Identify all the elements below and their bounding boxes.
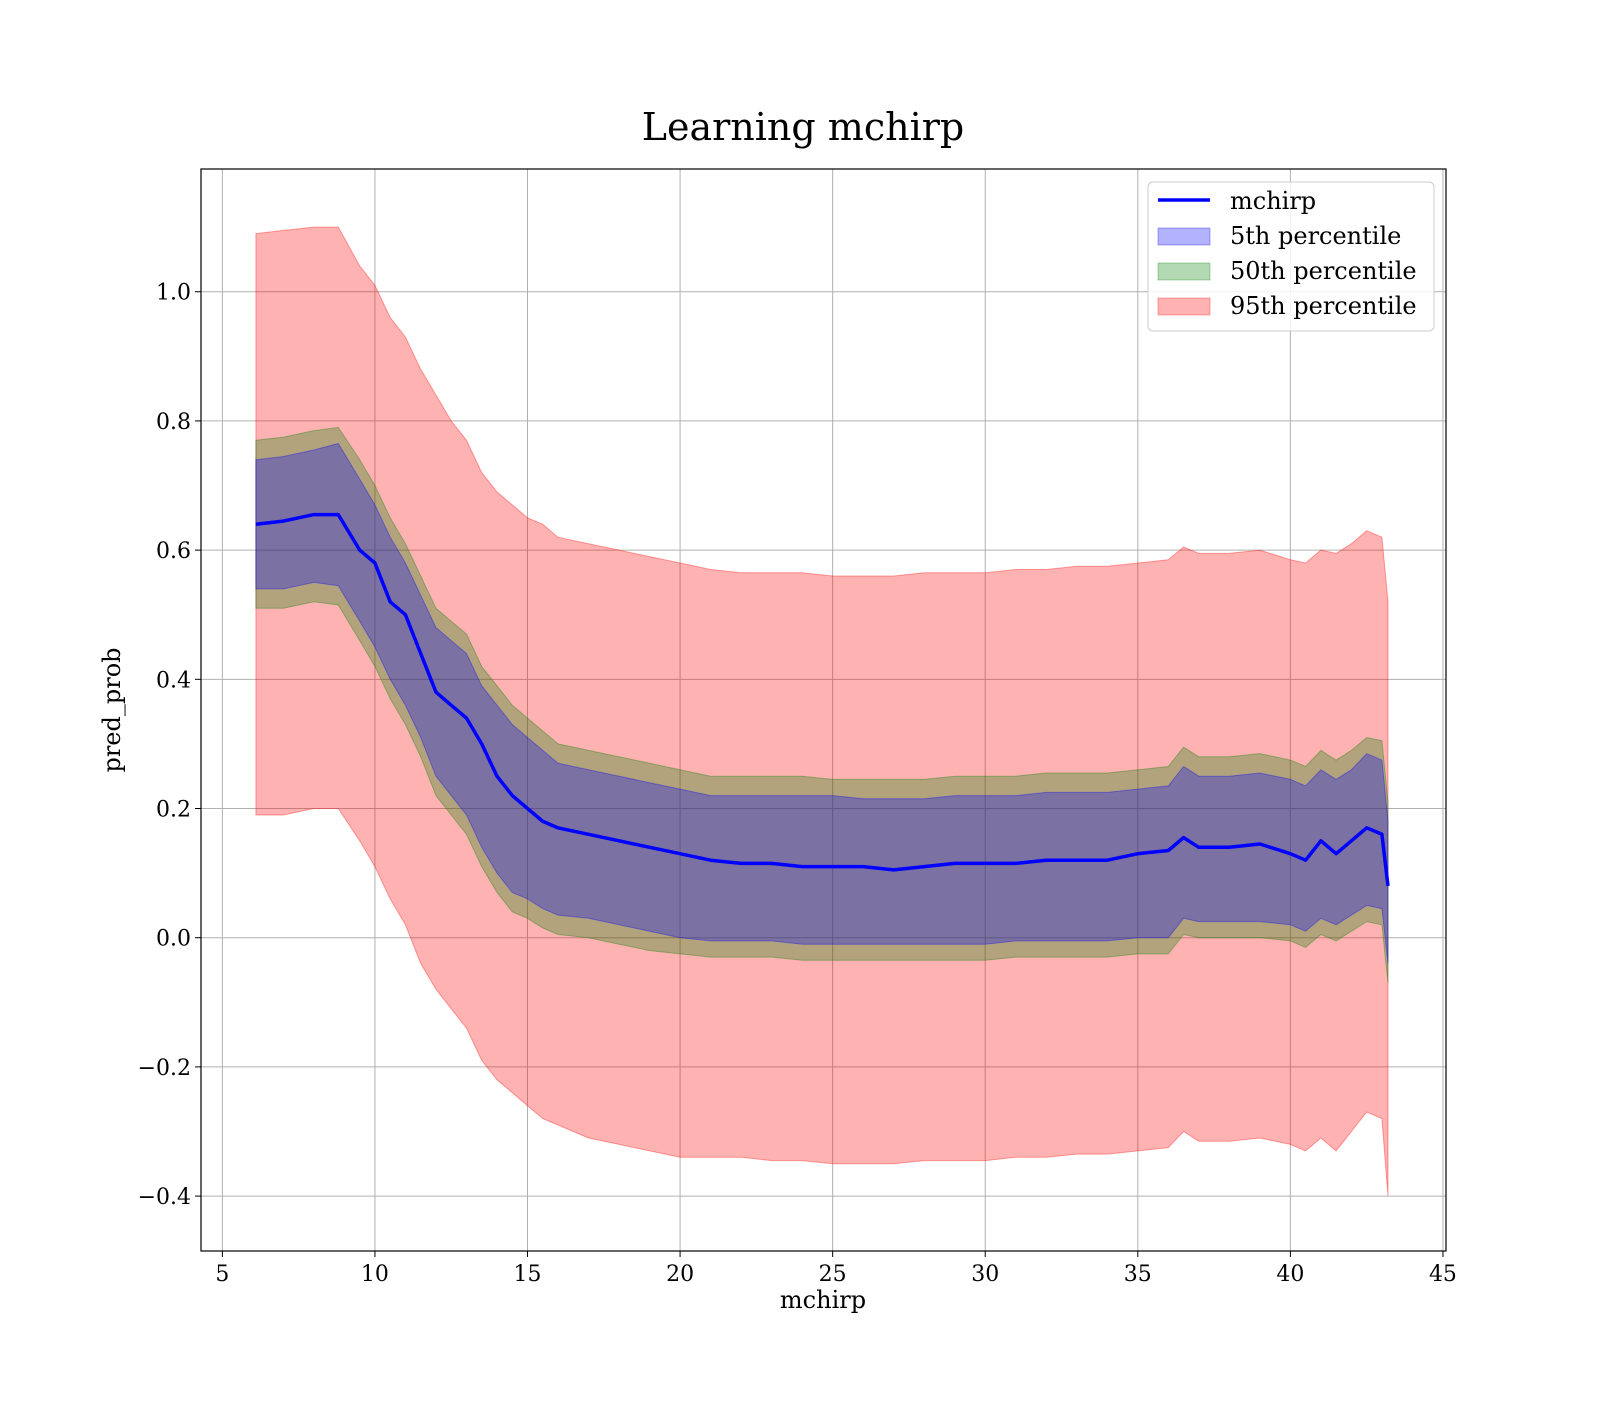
x-tick-label: 45 <box>1429 1262 1457 1287</box>
legend-box <box>1147 181 1435 332</box>
y-tick-label: 0.4 <box>156 668 191 693</box>
grid-lines <box>201 169 1446 1251</box>
percentile-bands <box>255 226 1389 1197</box>
y-axis-label: pred_prob <box>98 647 126 772</box>
x-axis-ticks: 5 10 15 20 25 30 35 40 45 <box>215 1251 1457 1287</box>
x-tick-label: 20 <box>666 1262 694 1287</box>
x-tick-label: 40 <box>1276 1262 1304 1287</box>
legend-label-50th: 50th percentile <box>1230 257 1417 285</box>
legend: mchirp 5th percentile 50th percentile 95… <box>1147 181 1435 332</box>
y-axis-ticks: −0.4 −0.2 0.0 0.2 0.4 0.6 0.8 1.0 <box>138 281 201 1210</box>
x-tick-label: 15 <box>514 1262 542 1287</box>
plot-frame <box>200 168 1447 1252</box>
y-tick-label: 0.6 <box>156 539 191 564</box>
y-tick-label: −0.2 <box>138 1056 191 1081</box>
legend-swatch-5th <box>1157 227 1211 246</box>
y-tick-label: 0.0 <box>156 927 191 952</box>
legend-label-95th: 95th percentile <box>1230 292 1417 320</box>
band-50th-percentile <box>255 426 1389 983</box>
band-95th-percentile <box>255 226 1389 1197</box>
x-tick-label: 25 <box>819 1262 847 1287</box>
legend-swatch-95th <box>1157 297 1211 316</box>
mean-line-layer <box>255 512 1390 887</box>
x-tick-label: 10 <box>361 1262 389 1287</box>
y-tick-label: 0.2 <box>156 798 191 823</box>
legend-swatch-50th <box>1157 262 1211 281</box>
y-tick-label: 0.8 <box>156 410 191 435</box>
band-5th-percentile <box>255 442 1389 964</box>
x-axis-label: mchirp <box>780 1286 866 1314</box>
x-tick-label: 35 <box>1124 1262 1152 1287</box>
mchirp-line <box>255 512 1390 887</box>
legend-label-mchirp: mchirp <box>1230 187 1316 215</box>
legend-label-5th: 5th percentile <box>1230 222 1401 250</box>
x-tick-label: 5 <box>215 1262 229 1287</box>
chart-title: Learning mchirp <box>642 105 964 149</box>
y-tick-label: −0.4 <box>138 1185 191 1210</box>
x-tick-label: 30 <box>971 1262 999 1287</box>
y-tick-label: 1.0 <box>156 281 191 306</box>
